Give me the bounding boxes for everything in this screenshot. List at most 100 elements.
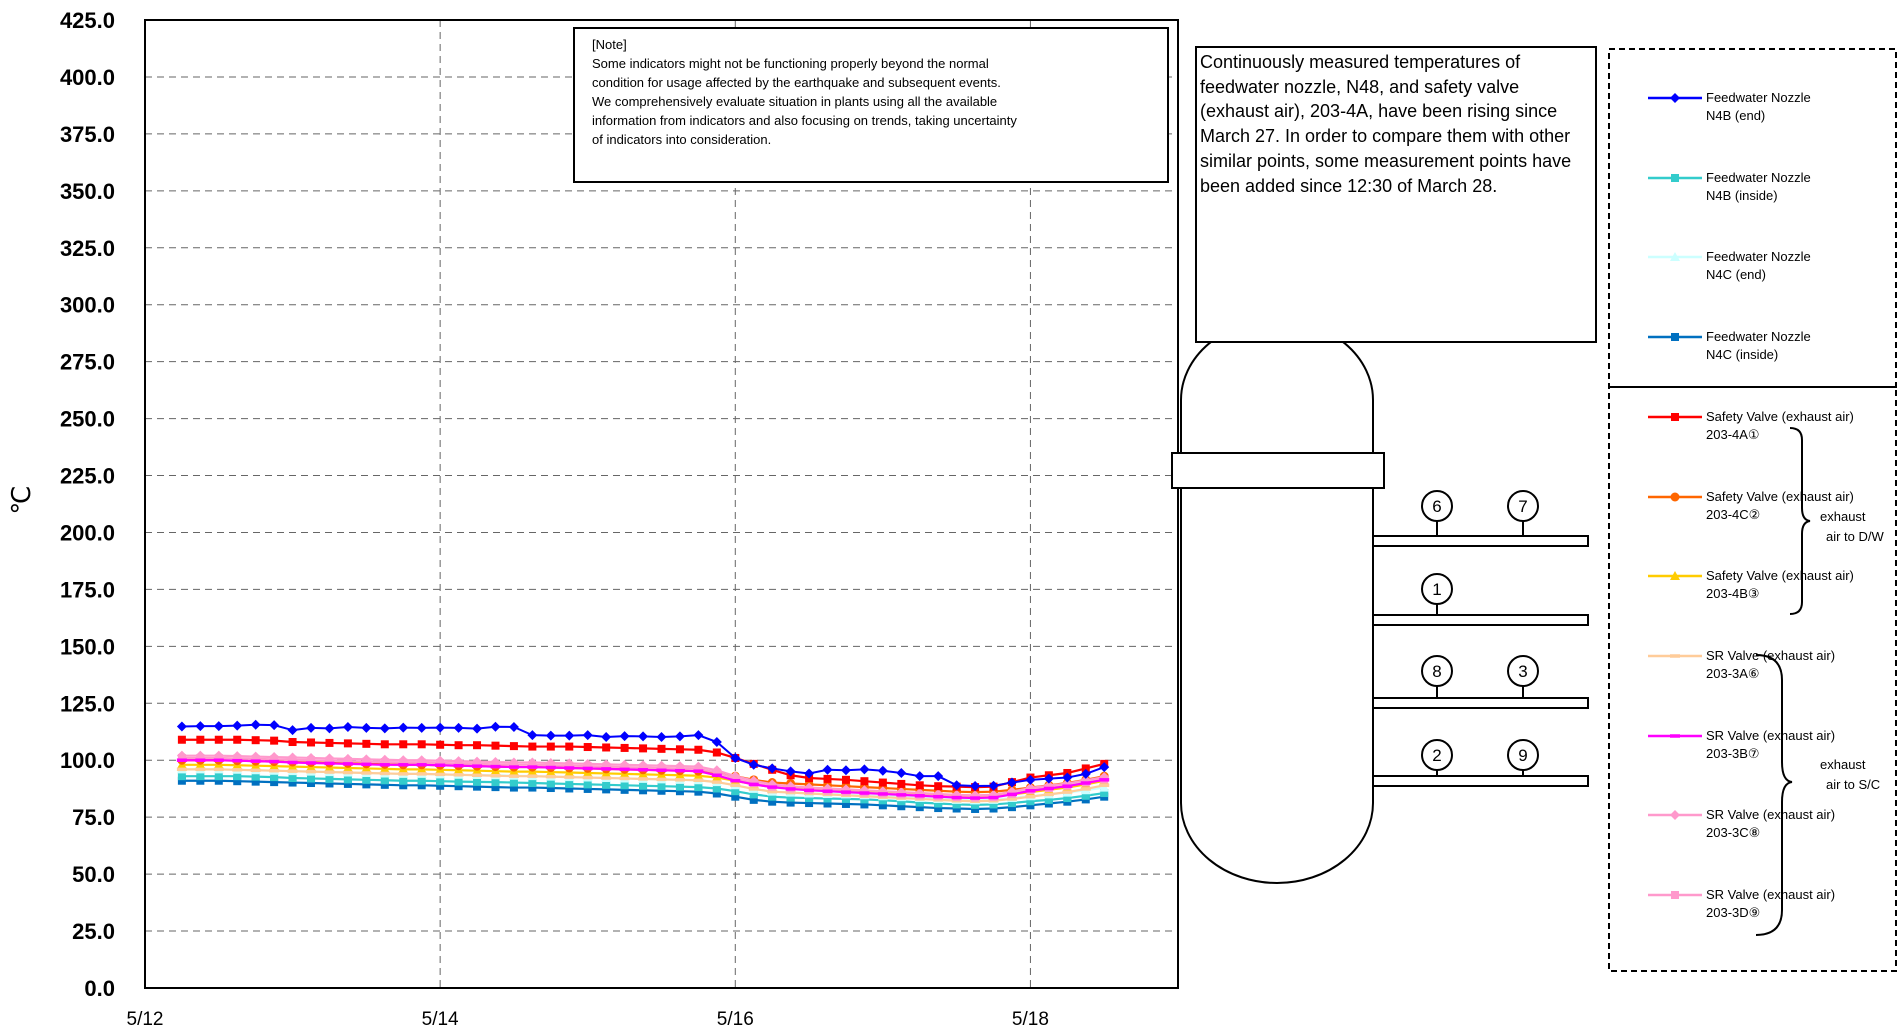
data-point [1671, 333, 1679, 341]
data-point [859, 764, 870, 775]
data-point [1670, 654, 1680, 658]
reactor-vessel-diagram [1171, 319, 1589, 884]
data-point [712, 768, 721, 777]
data-point [435, 772, 446, 777]
legend-label-line2: N4C (inside) [1706, 347, 1778, 362]
series-8 [176, 758, 1110, 800]
data-point [675, 787, 684, 796]
data-point [657, 763, 666, 772]
note-box: [Note] Some indicators might not be func… [573, 27, 1169, 183]
data-point [380, 740, 389, 749]
data-point [823, 794, 832, 803]
x-axis-ticks: 5/12 5/14 5/16 5/18 [127, 1009, 1049, 1027]
legend-label-line2: 203-4C② [1706, 507, 1760, 522]
data-point [675, 745, 684, 754]
data-point [1670, 252, 1680, 261]
data-point [970, 780, 981, 791]
x-tick-label: 5/16 [717, 1009, 754, 1027]
legend-label-line2: 203-4B③ [1706, 586, 1760, 601]
data-point [694, 787, 703, 796]
data-point [971, 800, 980, 809]
data-point [915, 803, 924, 812]
data-point [417, 740, 426, 749]
legend-label-line2: 203-3B⑦ [1706, 746, 1760, 761]
data-point [490, 721, 501, 732]
data-point [805, 799, 814, 808]
y-axis-label: ℃ [6, 485, 36, 514]
data-point [399, 758, 408, 767]
data-point [693, 769, 704, 773]
y-axis-ticks: 0.0 25.0 50.0 75.0 100.0 125.0 150.0 175.0 200.0… [60, 8, 115, 1001]
data-point [1080, 768, 1091, 779]
data-point [528, 783, 537, 792]
data-point [233, 735, 242, 744]
data-point [1062, 772, 1073, 783]
data-point [638, 768, 649, 772]
data-point [196, 776, 205, 785]
legend-label-line2: N4B (end) [1706, 108, 1765, 123]
data-point [656, 732, 667, 743]
data-point [582, 730, 593, 741]
data-point [362, 739, 371, 748]
data-point [528, 779, 537, 788]
data-point [1670, 734, 1680, 738]
data-point [564, 766, 575, 770]
data-point [362, 757, 371, 766]
note-line-4: information from indicators and also foc… [592, 113, 1017, 128]
data-point [711, 737, 722, 748]
data-point [694, 745, 703, 754]
point-2-label: 2 [1432, 746, 1441, 765]
data-point [730, 783, 741, 788]
data-point [619, 731, 630, 742]
data-point [417, 776, 426, 785]
legend-label-line1: Feedwater Nozzle [1706, 249, 1811, 264]
data-point [307, 756, 316, 765]
data-point [731, 792, 740, 801]
data-point [639, 781, 648, 790]
data-point [1100, 789, 1109, 798]
data-point [379, 723, 390, 734]
legend-entry: SR Valve (exhaust air) 203-3D⑨ [1648, 887, 1835, 920]
data-point [1007, 803, 1016, 812]
data-point [527, 765, 538, 769]
data-point [711, 773, 722, 778]
data-point [564, 730, 575, 741]
data-point [840, 790, 851, 794]
point-3-marker [1507, 655, 1539, 687]
data-point [342, 762, 353, 766]
data-point [767, 785, 778, 789]
y-tick-label: 225.0 [60, 464, 115, 489]
legend-entry: SR Valve (exhaust air) 203-3A⑥ [1648, 648, 1835, 681]
data-point [878, 796, 887, 805]
y-tick-label: 75.0 [72, 805, 115, 830]
data-point [342, 721, 353, 732]
data-point [1043, 792, 1054, 797]
data-point [399, 776, 408, 785]
data-point [177, 776, 186, 785]
y-tick-label: 175.0 [60, 577, 115, 602]
data-point [380, 758, 389, 767]
data-point [398, 763, 409, 767]
data-point [288, 778, 297, 787]
point-6-label: 6 [1432, 497, 1441, 516]
point-1-label: 1 [1432, 580, 1441, 599]
legend-box-feedwater [1608, 48, 1897, 388]
data-point [196, 753, 205, 762]
legend-label-line2: 203-4A① [1706, 427, 1760, 442]
data-point [527, 730, 538, 741]
point-7-marker [1507, 490, 1539, 522]
data-point [251, 754, 260, 763]
data-point [951, 780, 962, 791]
data-point [508, 774, 519, 778]
data-point [527, 774, 538, 778]
data-point [417, 781, 426, 790]
note-line-5: of indicators into consideration. [592, 132, 772, 147]
data-point [288, 774, 297, 783]
data-point [473, 759, 482, 768]
data-point [1044, 795, 1053, 804]
data-point [657, 786, 666, 795]
data-point [860, 777, 869, 786]
data-point [399, 781, 408, 790]
data-point [1025, 794, 1036, 799]
data-point [307, 738, 316, 747]
